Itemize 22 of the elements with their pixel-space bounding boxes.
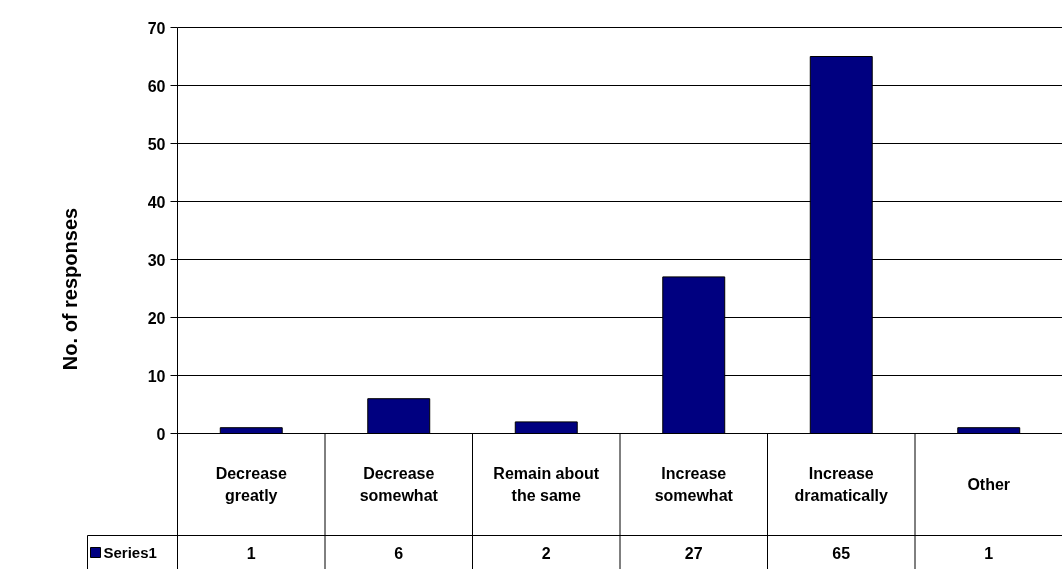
- y-tick-label: 50: [147, 135, 166, 153]
- y-tick-label: 70: [147, 19, 166, 37]
- data-label: 1: [246, 544, 256, 562]
- x-tick-label: Increase dramatically: [794, 465, 889, 504]
- y-tick-label: 10: [147, 367, 166, 385]
- legend-label: Series1: [103, 544, 157, 561]
- data-label: 6: [394, 544, 404, 562]
- x-tick-label: Remain about the same: [493, 465, 600, 504]
- y-tick-label: 20: [147, 309, 166, 327]
- data-label: 65: [832, 544, 851, 562]
- data-label: 2: [541, 544, 551, 562]
- x-tick-label: Decrease somewhat: [359, 465, 439, 504]
- x-tick-label: Decrease greatly: [215, 465, 287, 504]
- y-axis-title: No. of responses: [58, 207, 81, 371]
- x-tick-label: Other: [967, 476, 1011, 493]
- y-tick-label: 40: [147, 193, 166, 211]
- x-tick-label: Increase somewhat: [654, 465, 734, 504]
- data-label: 1: [984, 544, 994, 562]
- y-tick-label: 0: [156, 425, 166, 443]
- data-label: 27: [684, 544, 703, 562]
- y-tick-label: 60: [147, 77, 166, 95]
- y-tick-label: 30: [147, 251, 166, 269]
